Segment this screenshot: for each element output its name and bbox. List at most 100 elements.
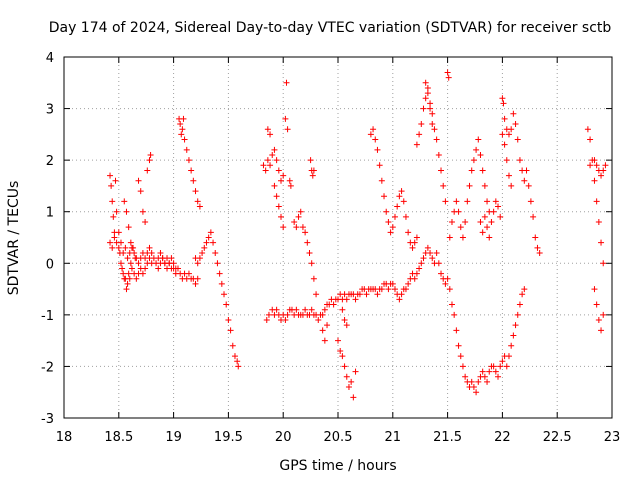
data-point (453, 198, 460, 205)
data-point (451, 311, 458, 318)
data-point (470, 384, 477, 391)
data-point (339, 353, 346, 360)
data-point (424, 90, 431, 97)
data-point (593, 301, 600, 308)
data-point (124, 255, 131, 262)
data-point (341, 363, 348, 370)
data-point (271, 182, 278, 189)
data-point (117, 239, 124, 246)
grid-lines (64, 57, 612, 418)
data-point (411, 239, 418, 246)
data-point (275, 167, 282, 174)
data-point (427, 100, 434, 107)
data-point (135, 260, 142, 267)
data-point (413, 141, 420, 148)
data-point (280, 172, 287, 179)
data-point (416, 265, 423, 272)
data-point (284, 311, 291, 318)
data-point (273, 306, 280, 313)
data-point (291, 219, 298, 226)
data-point (121, 275, 128, 282)
data-point (481, 373, 488, 380)
data-point (345, 384, 352, 391)
data-point (490, 363, 497, 370)
x-tick-label: 19.5 (214, 430, 243, 445)
data-point (459, 234, 466, 241)
data-point (536, 249, 543, 256)
data-point (481, 213, 488, 220)
data-point (598, 327, 605, 334)
data-point (391, 213, 398, 220)
data-point (234, 358, 241, 365)
data-point (503, 363, 510, 370)
data-point (499, 95, 506, 102)
data-point (343, 296, 350, 303)
data-point (352, 368, 359, 375)
data-point (459, 363, 466, 370)
data-point (109, 244, 116, 251)
data-point (374, 291, 381, 298)
data-point (111, 234, 118, 241)
data-point (433, 249, 440, 256)
data-point (194, 198, 201, 205)
data-point (385, 219, 392, 226)
data-point (462, 219, 469, 226)
data-point (185, 157, 192, 164)
data-point (192, 280, 199, 287)
data-point (402, 213, 409, 220)
data-point (497, 363, 504, 370)
data-point (302, 229, 309, 236)
data-point (453, 327, 460, 334)
data-point (413, 270, 420, 277)
data-point (139, 270, 146, 277)
data-point (203, 239, 210, 246)
data-point (508, 126, 515, 133)
data-point (389, 280, 396, 287)
data-point (394, 203, 401, 210)
data-point (293, 224, 300, 231)
data-point (124, 280, 131, 287)
data-point (512, 121, 519, 128)
x-tick-label: 22.5 (543, 430, 572, 445)
data-point (508, 182, 515, 189)
data-point (602, 162, 609, 169)
data-point (477, 219, 484, 226)
data-point (501, 141, 508, 148)
data-point (455, 342, 462, 349)
data-point (142, 219, 149, 226)
data-point (479, 229, 486, 236)
data-point (591, 286, 598, 293)
data-point (155, 265, 162, 272)
data-point (378, 177, 385, 184)
data-point (299, 224, 306, 231)
data-point (179, 126, 186, 133)
data-point (587, 162, 594, 169)
data-point (321, 306, 328, 313)
data-point (448, 301, 455, 308)
data-point (510, 332, 517, 339)
data-point (335, 337, 341, 344)
data-point (527, 198, 534, 205)
data-point (530, 213, 537, 220)
data-point (600, 311, 607, 318)
data-point (598, 172, 605, 179)
data-point (389, 224, 396, 231)
data-point (411, 275, 418, 282)
data-point (516, 301, 523, 308)
data-point (396, 193, 403, 200)
data-point (381, 193, 388, 200)
data-point (446, 286, 453, 293)
x-tick-label: 21.5 (433, 430, 462, 445)
data-point (147, 151, 154, 158)
data-point (352, 296, 359, 303)
data-point (110, 213, 117, 220)
data-point (178, 131, 185, 138)
data-point (201, 244, 208, 251)
data-point (500, 100, 507, 107)
data-point (376, 162, 383, 169)
data-point (231, 353, 238, 360)
data-point (398, 188, 405, 195)
data-point (123, 286, 130, 293)
data-point (405, 229, 412, 236)
